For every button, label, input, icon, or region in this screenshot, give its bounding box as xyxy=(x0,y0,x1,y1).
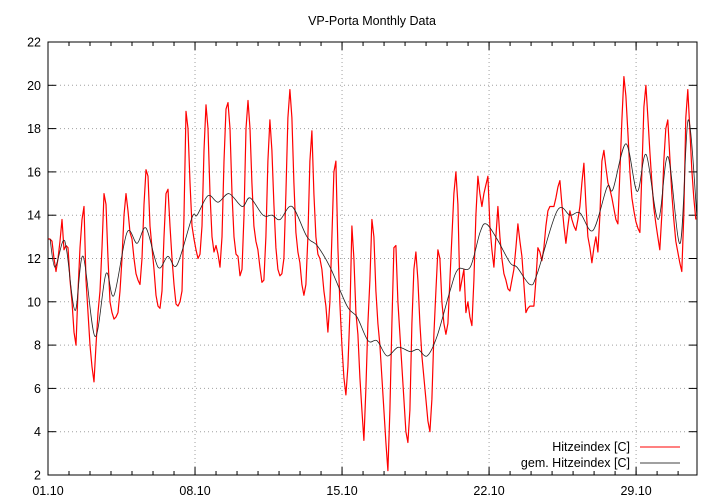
plot-frame xyxy=(47,41,698,476)
series-line-hitzeindex xyxy=(48,76,697,472)
y-tick-label: 8 xyxy=(34,339,41,353)
y-tick-label: 4 xyxy=(34,425,41,439)
y-tick-label: 14 xyxy=(27,209,41,223)
legend-label-gem-hitzeindex: gem. Hitzeindex [C] xyxy=(521,456,630,470)
y-tick-label: 22 xyxy=(27,36,41,50)
chart-title: VP-Porta Monthly Data xyxy=(308,14,436,28)
x-tick-label: 01.10 xyxy=(32,484,63,498)
y-tick-label: 6 xyxy=(34,382,41,396)
legend: Hitzeindex [C] gem. Hitzeindex [C] xyxy=(521,440,680,470)
y-tick-label: 20 xyxy=(27,79,41,93)
y-tick-label: 16 xyxy=(27,165,41,179)
series-line-gem-hitzeindex xyxy=(49,119,698,357)
x-tick-label: 08.10 xyxy=(179,484,210,498)
x-tick-label: 15.10 xyxy=(326,484,357,498)
y-tick-label: 18 xyxy=(27,122,41,136)
y-tick-label: 12 xyxy=(27,252,41,266)
x-tick-label: 22.10 xyxy=(473,484,504,498)
grid xyxy=(48,42,697,475)
y-tick-label: 2 xyxy=(34,469,41,483)
x-tick-label: 29.10 xyxy=(620,484,651,498)
axis-ticks: 2 4 6 8 10 12 14 16 18 20 22 01.10 08.10 15.10 22.10 29… xyxy=(27,36,697,498)
legend-label-hitzeindex: Hitzeindex [C] xyxy=(552,440,630,454)
series-group xyxy=(48,76,698,472)
y-tick-label: 10 xyxy=(27,295,41,309)
